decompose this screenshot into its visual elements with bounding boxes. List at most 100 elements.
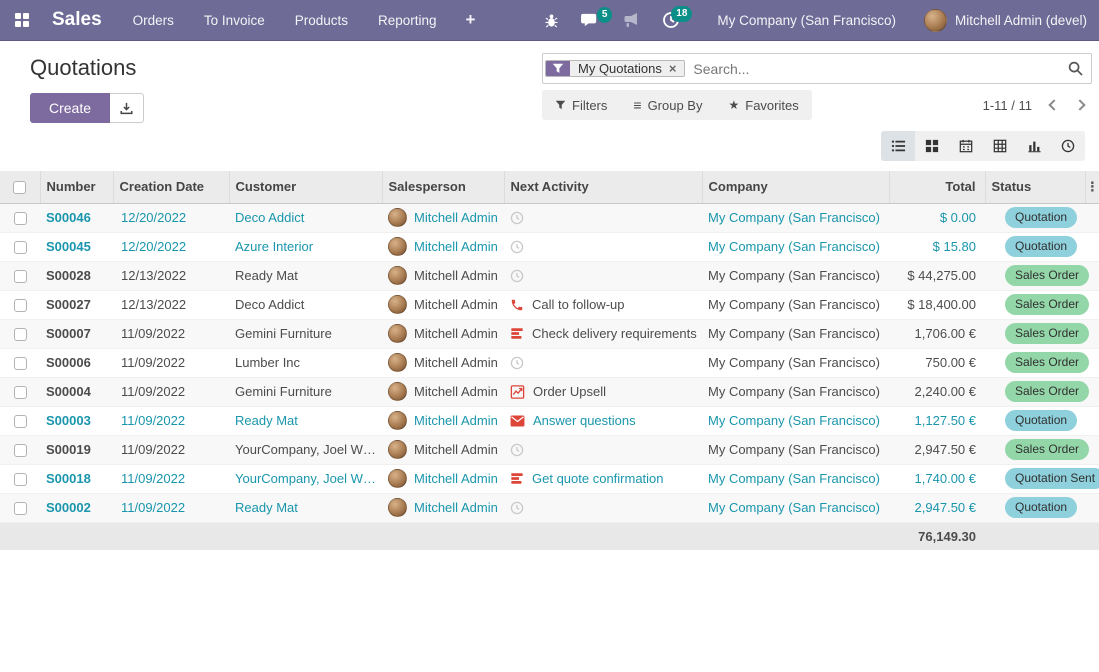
- company-switcher[interactable]: My Company (San Francisco): [717, 12, 896, 28]
- table-row[interactable]: S00028 12/13/2022 Ready Mat Mitchell Adm…: [0, 261, 1099, 291]
- table-row[interactable]: S00007 11/09/2022 Gemini Furniture Mitch…: [0, 319, 1099, 349]
- activity-label[interactable]: Check delivery requirements: [532, 326, 697, 341]
- phone-icon[interactable]: [510, 298, 524, 312]
- salesperson-link[interactable]: Mitchell Admin: [414, 500, 498, 515]
- header-next-activity[interactable]: Next Activity: [504, 171, 703, 204]
- quotation-number-link[interactable]: S00006: [46, 355, 91, 370]
- activity-label[interactable]: Call to follow-up: [532, 297, 625, 312]
- company-link[interactable]: My Company (San Francisco): [708, 442, 880, 457]
- apps-menu-icon[interactable]: [0, 12, 44, 28]
- company-link[interactable]: My Company (San Francisco): [708, 471, 880, 486]
- checklist-icon[interactable]: [510, 327, 524, 340]
- customer-link[interactable]: YourCompany, Joel Willis: [235, 442, 381, 457]
- header-status[interactable]: Status: [985, 171, 1086, 204]
- quotation-number-link[interactable]: S00004: [46, 384, 91, 399]
- header-customer[interactable]: Customer: [229, 171, 383, 204]
- customer-link[interactable]: Ready Mat: [235, 500, 298, 515]
- row-checkbox[interactable]: [13, 473, 27, 487]
- table-row[interactable]: S00046 12/20/2022 Deco Addict Mitchell A…: [0, 203, 1099, 233]
- salesperson-link[interactable]: Mitchell Admin: [414, 471, 498, 486]
- search-input[interactable]: [691, 59, 1068, 78]
- clock-icon[interactable]: [510, 356, 524, 370]
- debug-bug-icon[interactable]: [535, 7, 568, 34]
- quotation-number-link[interactable]: S00046: [46, 210, 91, 225]
- nav-item-orders[interactable]: Orders: [132, 12, 174, 28]
- customer-link[interactable]: Gemini Furniture: [235, 384, 332, 399]
- graph-view-icon[interactable]: [1017, 131, 1051, 161]
- clock-icon[interactable]: [510, 240, 524, 254]
- salesperson-link[interactable]: Mitchell Admin: [414, 413, 498, 428]
- customer-link[interactable]: Ready Mat: [235, 268, 298, 283]
- create-button[interactable]: Create: [30, 93, 111, 123]
- customer-link[interactable]: Deco Addict: [235, 297, 305, 312]
- upsell-icon[interactable]: [510, 384, 525, 399]
- row-checkbox[interactable]: [13, 415, 27, 429]
- company-link[interactable]: My Company (San Francisco): [708, 355, 880, 370]
- export-button[interactable]: [110, 93, 145, 123]
- table-row[interactable]: S00003 11/09/2022 Ready Mat Mitchell Adm…: [0, 406, 1099, 436]
- customer-link[interactable]: Lumber Inc: [235, 355, 301, 370]
- app-brand[interactable]: Sales: [52, 9, 102, 30]
- company-link[interactable]: My Company (San Francisco): [708, 210, 880, 225]
- salesperson-link[interactable]: Mitchell Admin: [414, 355, 498, 370]
- salesperson-link[interactable]: Mitchell Admin: [414, 326, 498, 341]
- quotation-number-link[interactable]: S00003: [46, 413, 91, 428]
- email-icon[interactable]: [510, 414, 525, 427]
- nav-item-products[interactable]: Products: [294, 12, 348, 28]
- customer-link[interactable]: Ready Mat: [235, 413, 298, 428]
- row-checkbox[interactable]: [13, 270, 27, 284]
- salesperson-link[interactable]: Mitchell Admin: [414, 384, 498, 399]
- salesperson-link[interactable]: Mitchell Admin: [414, 268, 498, 283]
- customer-link[interactable]: Deco Addict: [235, 210, 305, 225]
- company-link[interactable]: My Company (San Francisco): [708, 326, 880, 341]
- customer-link[interactable]: Azure Interior: [235, 239, 314, 254]
- salesperson-link[interactable]: Mitchell Admin: [414, 210, 498, 225]
- calendar-view-icon[interactable]: [949, 131, 983, 161]
- clock-icon[interactable]: [510, 269, 524, 283]
- announcement-megaphone-icon[interactable]: [613, 6, 649, 34]
- nav-item-reporting[interactable]: Reporting: [378, 12, 437, 28]
- clock-icon[interactable]: [510, 443, 524, 457]
- select-all-checkbox[interactable]: [13, 181, 27, 195]
- user-menu[interactable]: Mitchell Admin (devel): [918, 8, 1087, 32]
- table-row[interactable]: S00002 11/09/2022 Ready Mat Mitchell Adm…: [0, 493, 1099, 523]
- quotation-number-link[interactable]: S00007: [46, 326, 91, 341]
- header-number[interactable]: Number: [40, 171, 114, 204]
- row-checkbox[interactable]: [13, 212, 27, 226]
- table-row[interactable]: S00018 11/09/2022 YourCompany, Joel Will…: [0, 464, 1099, 494]
- row-checkbox[interactable]: [13, 357, 27, 371]
- group-by-button[interactable]: ≡ Group By: [620, 90, 715, 120]
- pivot-view-icon[interactable]: [983, 131, 1017, 161]
- nav-item-to-invoice[interactable]: To Invoice: [203, 12, 265, 28]
- company-link[interactable]: My Company (San Francisco): [708, 268, 880, 283]
- table-row[interactable]: S00019 11/09/2022 YourCompany, Joel Will…: [0, 435, 1099, 465]
- favorites-button[interactable]: ★ Favorites: [715, 90, 811, 120]
- quotation-number-link[interactable]: S00002: [46, 500, 91, 515]
- quotation-number-link[interactable]: S00045: [46, 239, 91, 254]
- nav-plus-icon[interactable]: +: [465, 10, 476, 29]
- activity-label[interactable]: Order Upsell: [533, 384, 606, 399]
- quotation-number-link[interactable]: S00028: [46, 268, 91, 283]
- pager-previous-icon[interactable]: [1048, 99, 1060, 111]
- row-checkbox[interactable]: [13, 241, 27, 255]
- facet-remove-icon[interactable]: ×: [668, 61, 677, 76]
- row-checkbox[interactable]: [13, 328, 27, 342]
- activity-label[interactable]: Answer questions: [533, 413, 636, 428]
- header-total[interactable]: Total: [889, 171, 986, 204]
- salesperson-link[interactable]: Mitchell Admin: [414, 442, 498, 457]
- salesperson-link[interactable]: Mitchell Admin: [414, 297, 498, 312]
- table-row[interactable]: S00045 12/20/2022 Azure Interior Mitchel…: [0, 232, 1099, 262]
- quotation-number-link[interactable]: S00019: [46, 442, 91, 457]
- company-link[interactable]: My Company (San Francisco): [708, 239, 880, 254]
- activities-clock-icon[interactable]: 18: [653, 5, 693, 35]
- company-link[interactable]: My Company (San Francisco): [708, 384, 880, 399]
- clock-icon[interactable]: [510, 501, 524, 515]
- table-row[interactable]: S00027 12/13/2022 Deco Addict Mitchell A…: [0, 290, 1099, 320]
- activity-view-icon[interactable]: [1051, 131, 1085, 161]
- kanban-view-icon[interactable]: [915, 131, 949, 161]
- table-row[interactable]: S00004 11/09/2022 Gemini Furniture Mitch…: [0, 377, 1099, 407]
- filters-button[interactable]: Filters: [542, 90, 620, 120]
- header-creation-date[interactable]: Creation Date: [113, 171, 230, 204]
- header-salesperson[interactable]: Salesperson: [382, 171, 505, 204]
- salesperson-link[interactable]: Mitchell Admin: [414, 239, 498, 254]
